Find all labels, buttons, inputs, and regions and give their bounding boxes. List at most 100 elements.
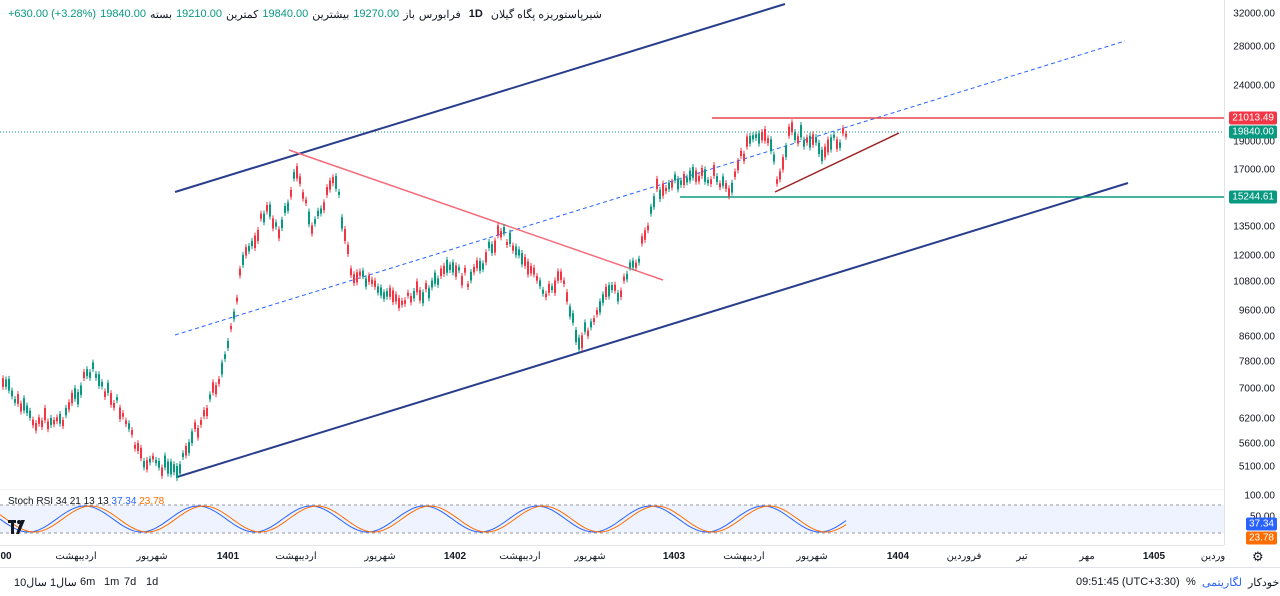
candle-body — [764, 129, 766, 141]
log-toggle[interactable]: لگاریتمی — [1202, 577, 1242, 589]
candle-body — [101, 382, 103, 387]
candle-body — [17, 394, 19, 404]
candle-body — [821, 149, 823, 162]
stoch-legend[interactable]: Stoch RSI 34 21 13 13 37.34 23.78 — [8, 496, 164, 507]
candle-body — [149, 458, 151, 463]
candle-body — [590, 321, 592, 328]
candle-body — [752, 135, 754, 140]
price-axis[interactable]: 32000.00 28000.00 24000.00 19000.00 17000.00… — [1224, 0, 1280, 545]
candle-body — [743, 153, 745, 162]
candle-body — [23, 398, 25, 411]
candle-body — [572, 313, 574, 323]
price-chart[interactable] — [0, 0, 1224, 545]
candle-body — [401, 300, 403, 305]
candle-body — [29, 410, 31, 418]
time-tick: 1403 — [662, 551, 686, 562]
candle-body — [362, 270, 364, 277]
stoch-rsi-pane[interactable] — [0, 489, 1224, 545]
auto-toggle[interactable]: خودکار — [1248, 577, 1280, 589]
candle-body — [467, 283, 469, 288]
candle-body — [728, 188, 730, 197]
stoch-d-badge: 23.78 — [1245, 531, 1277, 545]
candle-body — [755, 134, 757, 138]
candle-body — [14, 398, 16, 403]
candle-body — [536, 276, 538, 281]
candle-body — [464, 267, 466, 273]
candle-body — [515, 246, 517, 256]
candle-body — [302, 192, 304, 199]
range-button[interactable]: 7d — [124, 576, 137, 588]
candle-body — [236, 297, 238, 302]
time-axis[interactable]: 00 اردیبهشت شهریور 1401 اردیبهشت شهریور 1402 ار… — [0, 545, 1225, 568]
time-tick: شهریور — [364, 551, 396, 562]
candle-body — [740, 150, 742, 156]
candle-body — [296, 166, 298, 179]
candle-body — [86, 369, 88, 377]
candle-body — [452, 262, 454, 273]
candle-body — [701, 167, 703, 176]
close-label: بسته — [149, 9, 173, 21]
candle-body — [491, 244, 493, 254]
candle-body — [56, 417, 58, 422]
range-button[interactable]: 6m — [80, 576, 96, 588]
candle-body — [242, 254, 244, 266]
candle-body — [596, 310, 598, 315]
candle-body — [200, 420, 202, 425]
candle-body — [803, 139, 805, 147]
interval-label[interactable]: 1D — [468, 8, 483, 20]
candle-body — [566, 292, 568, 302]
candle-body — [578, 337, 580, 350]
candle-body — [530, 265, 532, 274]
candle-body — [488, 241, 490, 248]
candle-body — [47, 421, 49, 430]
candle-body — [11, 390, 13, 397]
candle-body — [287, 202, 289, 211]
candle-body — [314, 219, 316, 224]
candle-body — [164, 455, 166, 468]
candle-body — [470, 271, 472, 281]
candle-body — [80, 385, 82, 395]
stoch-d-line — [0, 505, 847, 533]
candle-body — [647, 225, 649, 231]
gear-icon[interactable]: ⚙ — [1252, 549, 1264, 564]
candle-body — [8, 378, 10, 391]
candles — [2, 119, 847, 482]
candle-body — [485, 252, 487, 263]
candle-body — [404, 300, 406, 304]
candle-body — [503, 227, 505, 234]
range-button[interactable]: 1m — [104, 576, 120, 588]
candle-body — [569, 306, 571, 317]
candle-body — [731, 182, 733, 193]
candle-body — [614, 284, 616, 291]
candle-body — [437, 278, 439, 285]
high-value: 19840.00 — [262, 8, 309, 20]
candle-body — [329, 180, 331, 190]
candle-body — [542, 289, 544, 294]
candle-body — [185, 446, 187, 456]
candle-body — [791, 122, 793, 133]
candle-body — [620, 290, 622, 297]
candle-body — [146, 460, 148, 470]
candle-body — [266, 204, 268, 212]
candle-body — [671, 181, 673, 188]
open-value: 19270.00 — [353, 8, 400, 20]
candle-body — [227, 340, 229, 349]
stoch-title: Stoch RSI 34 21 13 13 — [8, 496, 109, 507]
candle-body — [230, 325, 232, 330]
price-tick: 5100.00 — [1238, 461, 1275, 473]
stoch-tick-50: 50.00 — [1250, 512, 1275, 523]
symbol-name[interactable]: شیرپاستوریزه پگاه گیلان — [490, 9, 602, 21]
candle-body — [746, 136, 748, 147]
candle-body — [299, 176, 301, 184]
range-button[interactable]: 1سال — [50, 577, 77, 589]
candle-body — [518, 249, 520, 256]
candle-body — [104, 391, 106, 398]
clock-label[interactable]: 09:51:45 (UTC+3:30) — [1076, 576, 1180, 588]
stoch-k-line — [0, 505, 847, 533]
tradingview-logo-icon[interactable] — [8, 520, 28, 534]
candle-body — [254, 235, 256, 249]
candle-body — [98, 374, 100, 386]
range-button[interactable]: 1d — [146, 576, 159, 588]
range-button[interactable]: 10سال — [14, 577, 47, 589]
percent-toggle[interactable]: % — [1186, 576, 1196, 588]
